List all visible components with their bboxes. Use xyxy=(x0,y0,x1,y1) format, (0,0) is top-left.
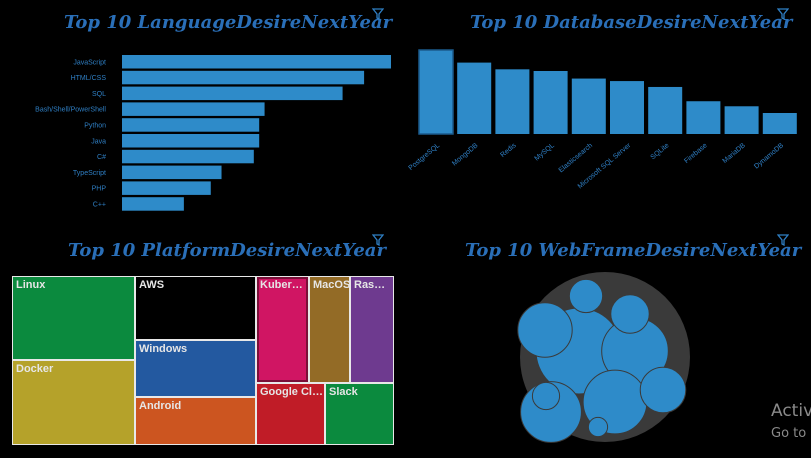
webframe-bubble[interactable] xyxy=(517,302,573,358)
language-bar[interactable] xyxy=(122,55,391,69)
treemap-cell[interactable]: Windows xyxy=(135,340,256,397)
filter-icon[interactable] xyxy=(777,8,789,20)
filter-icon[interactable] xyxy=(372,8,384,20)
database-bar[interactable] xyxy=(571,78,606,134)
language-category-label: C# xyxy=(97,154,106,161)
language-bar[interactable] xyxy=(122,102,265,116)
database-category-label: MySQL xyxy=(534,142,556,162)
treemap-cell[interactable]: AWS xyxy=(135,276,256,340)
platform-treemap: Linux Docker AWS Windows Android Kuber… MacOS R… xyxy=(12,276,394,445)
webframe-panel: Top 10 WebFrameDesireNextYear xyxy=(405,228,811,458)
database-bar-chart: PostgreSQL MongoDB Redis MySQL Elasticsearch… xyxy=(408,49,797,190)
database-category-label: MongoDB xyxy=(451,142,480,168)
database-category-label: Firebase xyxy=(683,142,708,165)
language-bar-chart: JavaScript HTML/CSS SQL Bash/Shell/PowerShe… xyxy=(35,55,391,211)
webframe-chart-title: Top 10 WebFrameDesireNextYear xyxy=(465,240,802,261)
database-category-label: Elasticsearch xyxy=(558,142,594,174)
treemap-cell-label: MacOS xyxy=(313,279,350,291)
database-bar[interactable] xyxy=(533,71,568,134)
platform-chart-title: Top 10 PlatformDesireNextYear xyxy=(68,240,386,261)
webframe-bubble[interactable] xyxy=(587,416,609,438)
platform-panel: Top 10 PlatformDesireNextYear Linux Docke… xyxy=(0,228,405,458)
treemap-cell-label: AWS xyxy=(139,279,165,291)
treemap-cell[interactable]: MacOS xyxy=(309,276,350,383)
treemap-cell-label: Docker xyxy=(16,363,54,375)
database-chart-title: Top 10 DatabaseDesireNextYear xyxy=(470,12,793,33)
treemap-cell[interactable]: Ras… xyxy=(350,276,394,383)
language-category-label: TypeScript xyxy=(73,170,106,177)
treemap-cell[interactable]: Google Cl… xyxy=(256,383,325,445)
treemap-cell[interactable]: Android xyxy=(135,397,256,445)
language-category-label: PHP xyxy=(92,186,107,193)
database-category-label: MariaDB xyxy=(722,142,748,165)
webframe-bubble[interactable] xyxy=(639,366,687,414)
treemap-cell[interactable]: Kuber… xyxy=(256,276,309,383)
webframe-bubble[interactable] xyxy=(531,381,561,411)
filter-icon[interactable] xyxy=(777,234,789,246)
language-category-label: C++ xyxy=(93,201,106,208)
language-bar[interactable] xyxy=(122,118,260,132)
database-bar[interactable] xyxy=(495,69,530,134)
treemap-cell-label: Android xyxy=(139,400,182,412)
treemap-cell-label: Google Cl… xyxy=(260,386,323,398)
database-bar[interactable] xyxy=(648,86,683,134)
database-bar[interactable] xyxy=(418,49,454,135)
language-category-label: Python xyxy=(84,122,106,129)
database-category-label: PostgreSQL xyxy=(408,142,442,172)
database-panel: Top 10 DatabaseDesireNextYear PostgreSQL… xyxy=(405,0,811,228)
database-bar[interactable] xyxy=(762,113,797,134)
webframe-bubble[interactable] xyxy=(610,294,650,334)
treemap-cell[interactable]: Docker xyxy=(12,360,135,445)
treemap-cell-label: Linux xyxy=(16,279,46,291)
treemap-cell-label: Kuber… xyxy=(260,279,303,291)
database-bar[interactable] xyxy=(457,62,492,134)
language-category-label: HTML/CSS xyxy=(71,75,107,82)
webframe-bubble-chart xyxy=(517,272,690,443)
database-bar[interactable] xyxy=(610,81,644,134)
language-bar[interactable] xyxy=(122,181,211,195)
webframe-bubble[interactable] xyxy=(568,278,604,314)
language-category-label: JavaScript xyxy=(73,59,106,66)
treemap-cell-label: Windows xyxy=(139,343,188,355)
language-bar[interactable] xyxy=(122,134,260,148)
language-panel: Top 10 LanguageDesireNextYear JavaScript… xyxy=(0,0,405,228)
language-bar[interactable] xyxy=(122,149,254,164)
database-category-label: SQLite xyxy=(650,142,671,161)
language-bar[interactable] xyxy=(122,197,184,211)
treemap-cell[interactable]: Linux xyxy=(12,276,135,360)
database-category-label: DynamoDB xyxy=(753,142,785,171)
language-category-label: Bash/Shell/PowerShell xyxy=(35,107,106,114)
language-category-label: Java xyxy=(91,138,106,145)
language-chart-title: Top 10 LanguageDesireNextYear xyxy=(64,12,393,33)
filter-icon[interactable] xyxy=(372,234,384,246)
language-category-label: SQL xyxy=(92,91,106,98)
treemap-cell-label: Slack xyxy=(329,386,358,398)
language-bar[interactable] xyxy=(122,86,343,101)
treemap-cell-label: Ras… xyxy=(354,279,386,291)
treemap-cell[interactable]: Slack xyxy=(325,383,394,445)
language-bar[interactable] xyxy=(122,165,222,180)
activation-watermark-line2: Go to xyxy=(771,426,807,441)
activation-watermark-line1: Activ xyxy=(771,401,811,421)
database-category-label: Redis xyxy=(499,142,518,159)
database-bar[interactable] xyxy=(686,101,721,134)
database-bar[interactable] xyxy=(724,106,759,134)
language-bar[interactable] xyxy=(122,70,365,85)
